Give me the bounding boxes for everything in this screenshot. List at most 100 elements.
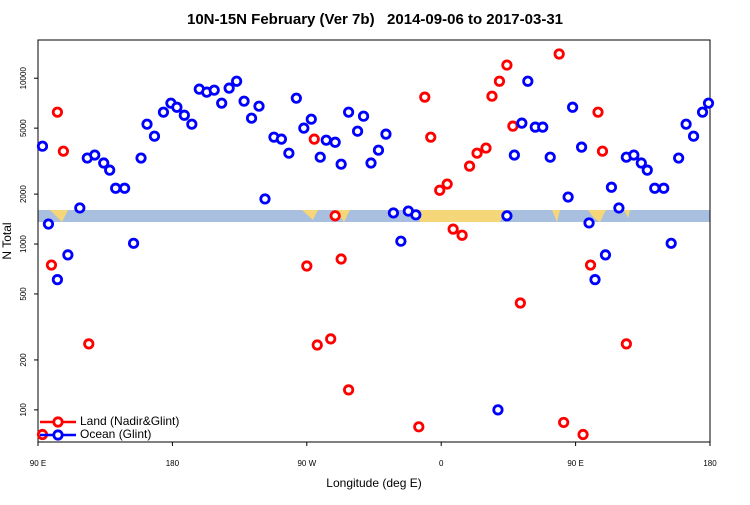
point (486, 90, 498, 102)
point (62, 249, 74, 261)
plot-frame (37, 39, 711, 443)
point (57, 145, 69, 157)
point (329, 210, 341, 222)
point (51, 106, 64, 118)
point (98, 157, 110, 169)
point (649, 182, 661, 194)
legend-marker (52, 416, 64, 428)
point (628, 149, 640, 161)
point (110, 182, 122, 194)
y-axis-label: N Total (0, 222, 14, 259)
point (577, 428, 589, 441)
point (605, 181, 618, 193)
point (567, 101, 579, 113)
point (380, 128, 392, 140)
point (584, 259, 597, 271)
point (343, 384, 355, 396)
point (583, 217, 595, 229)
y-tick-label: 1000 (19, 235, 28, 253)
point (335, 158, 347, 170)
point (357, 110, 370, 122)
point (275, 133, 288, 145)
point (45, 259, 58, 271)
point (592, 106, 604, 118)
point (372, 144, 385, 156)
point (456, 229, 468, 241)
point (42, 218, 55, 230)
point (245, 112, 258, 124)
point (314, 151, 326, 163)
y-tick-label: 10000 (19, 67, 28, 90)
point (658, 182, 670, 194)
point (104, 164, 116, 176)
point (83, 338, 95, 350)
point (702, 97, 715, 109)
band-land (552, 210, 560, 222)
point (613, 202, 625, 214)
point (516, 117, 528, 129)
band-land (588, 210, 606, 222)
point (680, 118, 692, 130)
point (425, 131, 437, 143)
point (687, 130, 700, 142)
point (507, 120, 519, 132)
point (493, 75, 506, 87)
point (514, 297, 526, 309)
point (635, 157, 647, 169)
point (641, 164, 653, 176)
point (135, 152, 147, 164)
y-tick-label: 500 (19, 287, 28, 301)
point (89, 149, 101, 161)
point (223, 82, 235, 94)
point (308, 133, 320, 145)
point (501, 210, 513, 222)
point (157, 106, 170, 118)
band-land (418, 210, 505, 222)
point (253, 100, 265, 112)
point (544, 151, 556, 163)
point (395, 235, 407, 247)
legend-marker (52, 429, 64, 441)
x-axis-label: Longitude (deg E) (326, 476, 421, 490)
y-tick-label: 100 (19, 403, 28, 417)
legend-label: Ocean (Glint) (80, 427, 151, 441)
point (335, 253, 347, 265)
point (301, 260, 313, 272)
point (463, 160, 476, 172)
point (208, 84, 220, 96)
point (410, 209, 422, 221)
point (387, 207, 400, 219)
legend-label: Land (Nadir&Glint) (80, 414, 179, 428)
point (216, 97, 228, 109)
point (238, 95, 250, 107)
point (74, 202, 86, 214)
point (480, 142, 492, 154)
band-land (50, 210, 68, 222)
point (259, 193, 271, 205)
x-tick-label: 90 W (297, 459, 316, 468)
band-land (624, 210, 630, 218)
point (419, 91, 431, 103)
point (620, 338, 632, 350)
point (148, 130, 161, 142)
point (508, 149, 520, 161)
point (596, 145, 609, 157)
point (36, 140, 49, 152)
point (51, 274, 64, 286)
point (471, 147, 483, 159)
point (413, 421, 425, 433)
y-tick-label: 5000 (19, 119, 28, 137)
point (186, 118, 198, 130)
point (325, 333, 337, 345)
point (365, 157, 377, 169)
point (343, 106, 355, 118)
point (553, 48, 565, 60)
band (38, 210, 710, 222)
point (305, 113, 317, 125)
x-tick-label: 180 (166, 459, 180, 468)
point (329, 136, 341, 148)
point (501, 59, 513, 71)
point (441, 178, 453, 190)
